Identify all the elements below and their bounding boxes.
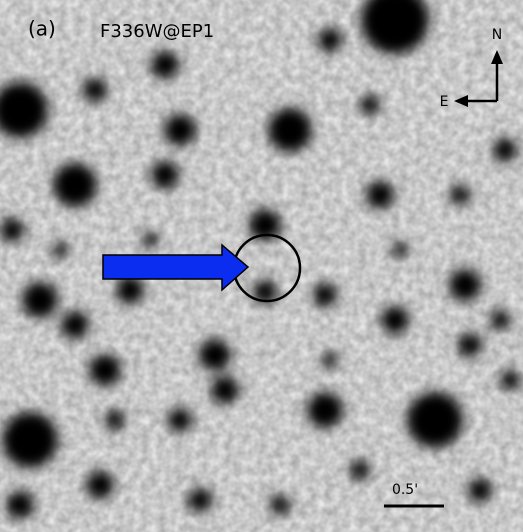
source-blob: [350, 460, 370, 480]
source-blob: [89, 354, 121, 386]
source-blob: [468, 478, 492, 502]
source-blob: [450, 185, 470, 205]
source-blob: [52, 242, 68, 258]
source-blob: [61, 311, 89, 339]
source-blob: [392, 242, 408, 258]
source-blob: [2, 412, 58, 468]
source-blob: [322, 352, 338, 368]
source-blob: [381, 306, 409, 334]
source-blob: [313, 283, 337, 307]
source-blob: [0, 218, 24, 242]
source-blob: [490, 310, 510, 330]
source-blob: [199, 339, 231, 371]
source-blob: [407, 392, 463, 448]
source-blob: [366, 181, 394, 209]
source-blob: [211, 376, 239, 404]
source-blob: [6, 491, 34, 519]
scale-label: 0.5': [392, 482, 418, 498]
sky-noise: [0, 0, 523, 532]
source-blob: [151, 161, 179, 189]
east-label: E: [440, 94, 449, 110]
source-blob: [268, 108, 312, 152]
panel-label: (a): [28, 17, 56, 41]
source-blob: [449, 269, 481, 301]
source-blob: [105, 410, 125, 430]
source-blob: [164, 114, 196, 146]
source-blob: [500, 370, 520, 390]
source-blob: [53, 163, 97, 207]
source-blob: [307, 392, 343, 428]
source-blob: [188, 488, 212, 512]
source-blob: [493, 138, 517, 162]
image-panel: (a) F336W@EP1 N E 0.5': [0, 0, 523, 532]
source-blob: [151, 51, 179, 79]
source-blob: [270, 495, 290, 515]
source-blob: [83, 78, 107, 102]
source-blob: [360, 95, 380, 115]
page: (a) F336W@EP1 N E 0.5' (() => { const da…: [0, 0, 523, 532]
filter-label: F336W@EP1: [100, 21, 214, 42]
source-blob: [142, 232, 158, 248]
north-label: N: [492, 27, 502, 43]
source-blob: [116, 276, 144, 304]
source-blob: [318, 28, 342, 52]
source-blob: [86, 471, 114, 499]
source-blob: [22, 282, 58, 318]
source-blob: [168, 408, 192, 432]
source-blob: [458, 333, 482, 357]
